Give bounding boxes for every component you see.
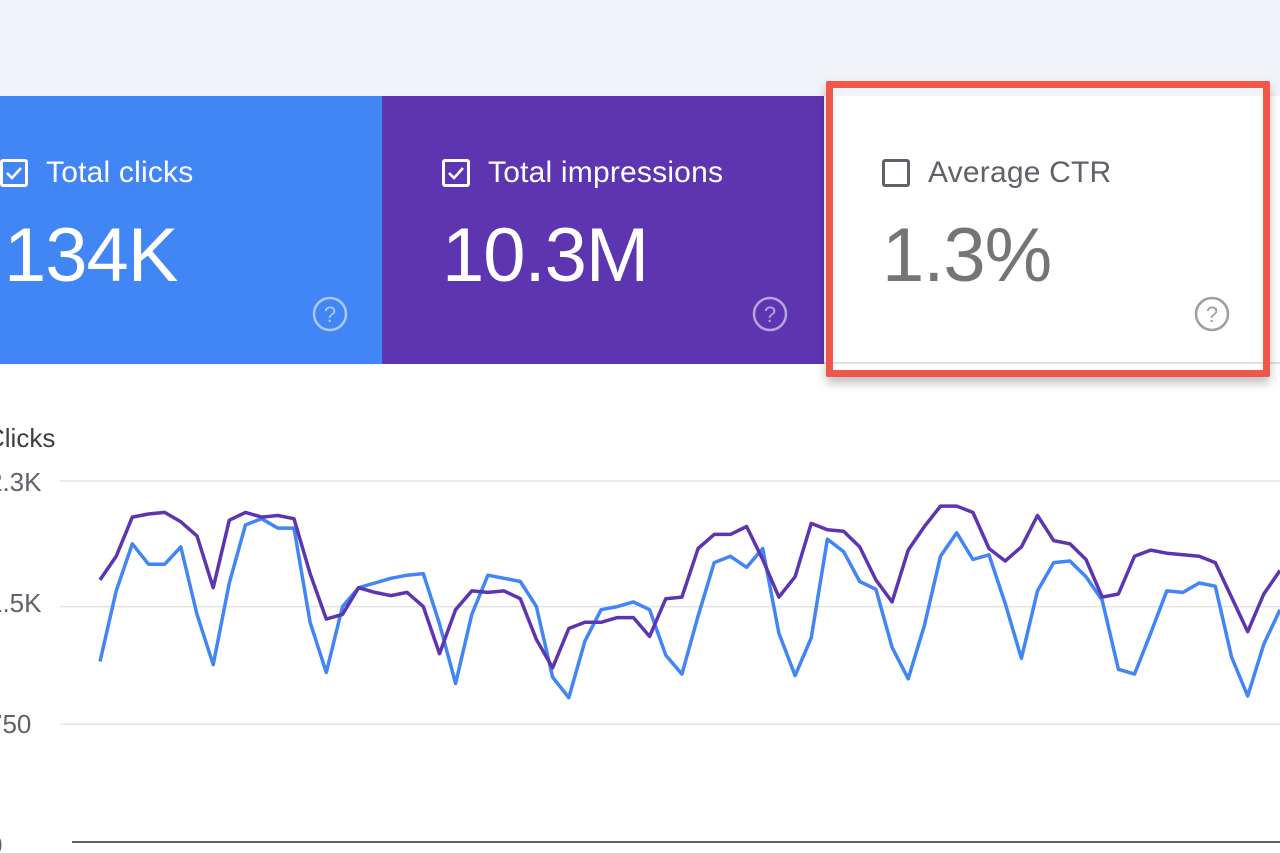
- average-ctr-checkbox[interactable]: [882, 159, 910, 187]
- total-impressions-card[interactable]: Total impressions 10.3M ?: [382, 96, 824, 364]
- checkmark-icon: [448, 167, 464, 180]
- svg-text:?: ?: [324, 302, 336, 327]
- performance-chart: Clicks 2.3K 1.5K 750 0: [0, 380, 1280, 853]
- average-ctr-card[interactable]: Average CTR 1.3% ?: [824, 96, 1280, 364]
- line-chart-svg: [60, 480, 1280, 843]
- impressions-series-line: [98, 504, 1280, 670]
- total-impressions-header: Total impressions: [442, 156, 723, 190]
- help-icon[interactable]: ?: [1194, 296, 1230, 332]
- top-band: [0, 0, 1280, 96]
- total-impressions-label: Total impressions: [488, 156, 724, 189]
- average-ctr-label: Average CTR: [928, 156, 1112, 189]
- y-tick-label: 1.5K: [0, 588, 42, 618]
- y-axis-title: Clicks: [0, 423, 56, 453]
- y-tick-label: 750: [0, 709, 32, 739]
- y-tick-label: 0: [0, 830, 2, 853]
- total-impressions-value: 10.3M: [442, 213, 649, 298]
- total-impressions-checkbox[interactable]: [442, 159, 470, 187]
- checkmark-icon: [6, 167, 22, 180]
- average-ctr-value: 1.3%: [882, 213, 1052, 298]
- svg-text:?: ?: [764, 302, 776, 327]
- svg-text:?: ?: [1206, 302, 1218, 327]
- help-icon[interactable]: ?: [312, 296, 348, 332]
- total-clicks-header: Total clicks: [0, 156, 193, 190]
- y-tick-label: 2.3K: [0, 467, 42, 497]
- total-clicks-label: Total clicks: [46, 156, 194, 189]
- total-clicks-checkbox[interactable]: [0, 159, 28, 187]
- help-icon[interactable]: ?: [752, 296, 788, 332]
- average-ctr-header: Average CTR: [882, 156, 1111, 190]
- total-clicks-value: 134K: [4, 213, 178, 298]
- total-clicks-card[interactable]: Total clicks 134K ?: [0, 96, 382, 364]
- clicks-series-line: [98, 516, 1280, 700]
